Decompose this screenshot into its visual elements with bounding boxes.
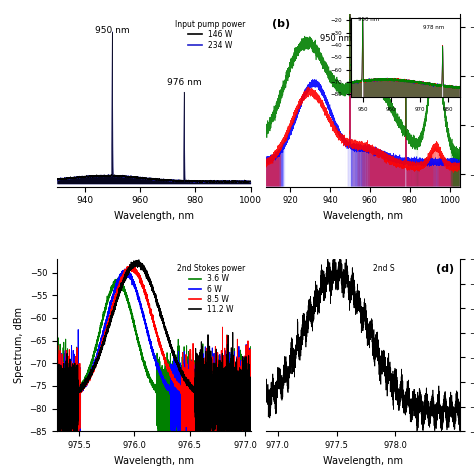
Text: (d): (d): [436, 264, 454, 274]
Text: 978 nm: 978 nm: [386, 29, 415, 38]
X-axis label: Wavelength, nm: Wavelength, nm: [114, 211, 194, 221]
Text: 950 nm: 950 nm: [95, 26, 129, 35]
Text: 2nd S: 2nd S: [373, 264, 394, 273]
X-axis label: Wavelength, nm: Wavelength, nm: [323, 456, 403, 465]
Text: (b): (b): [272, 19, 290, 29]
X-axis label: Wavelength, nm: Wavelength, nm: [323, 211, 403, 221]
Legend: 3.6 W, 6 W, 8.5 W, 11.2 W: 3.6 W, 6 W, 8.5 W, 11.2 W: [175, 263, 247, 315]
Legend: 146 W, 234 W: 146 W, 234 W: [173, 18, 247, 51]
X-axis label: Wavelength, nm: Wavelength, nm: [114, 456, 194, 465]
Text: 976 nm: 976 nm: [167, 78, 201, 87]
Y-axis label: Spectrum, dBm: Spectrum, dBm: [14, 307, 24, 383]
Text: 950 nm: 950 nm: [320, 34, 352, 43]
